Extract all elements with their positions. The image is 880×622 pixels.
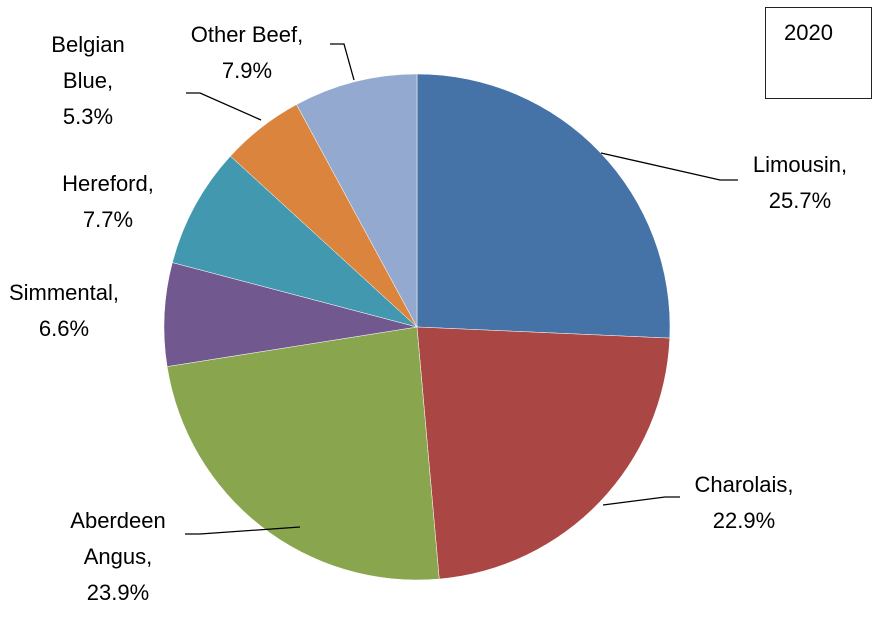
slice-label-line: Aberdeen <box>70 508 165 533</box>
pie-slice-charolais <box>416 326 671 580</box>
pie-slice-other-beef <box>296 73 418 328</box>
slice-label-line: Other Beef, <box>191 22 304 47</box>
slice-label-line: Charolais, <box>694 472 793 497</box>
slice-label-charolais: Charolais, 22.9% <box>694 472 793 533</box>
pie-slice-aberdeen-angus <box>166 326 440 581</box>
year-label: 2020 <box>784 20 833 45</box>
slice-label-line: Hereford, <box>62 171 154 196</box>
slice-label-line: 22.9% <box>713 508 775 533</box>
slice-label-line: 7.9% <box>222 58 272 83</box>
leader-line-aberdeen-angus <box>185 526 301 535</box>
leader-line-limousin <box>600 152 738 181</box>
slice-label-line: Belgian <box>51 32 124 57</box>
slice-label-line: Simmental, <box>9 280 119 305</box>
slice-label-limousin: Limousin, 25.7% <box>753 152 847 213</box>
slice-label-line: Limousin, <box>753 152 847 177</box>
pie-slice-limousin <box>416 73 671 339</box>
slice-label-hereford: Hereford, 7.7% <box>62 171 154 232</box>
slice-label-line: Angus, <box>84 544 153 569</box>
pie-slice-hereford <box>172 155 418 328</box>
slice-label-belgian-blue: Belgian Blue, 5.3% <box>51 32 124 129</box>
leader-lines <box>185 43 738 535</box>
leader-line-belgian-blue <box>186 92 262 121</box>
slice-label-line: 23.9% <box>87 580 149 605</box>
leader-line-charolais <box>602 496 680 506</box>
slice-label-line: 7.7% <box>83 207 133 232</box>
leader-line-other-beef <box>330 43 355 81</box>
slice-label-other-beef: Other Beef, 7.9% <box>191 22 304 83</box>
slice-label-line: Blue, <box>63 68 113 93</box>
slice-labels: Limousin, 25.7% Charolais, 22.9% Aberdeen Ang… <box>9 22 847 605</box>
year-legend-box: 2020 <box>765 7 872 99</box>
slice-label-aberdeen-angus: Aberdeen Angus, 23.9% <box>70 508 165 605</box>
slice-label-line: 6.6% <box>39 316 89 341</box>
pie-slices <box>163 73 671 581</box>
slice-label-line: 5.3% <box>63 104 113 129</box>
slice-label-line: 25.7% <box>769 188 831 213</box>
slice-label-simmental: Simmental, 6.6% <box>9 280 119 341</box>
